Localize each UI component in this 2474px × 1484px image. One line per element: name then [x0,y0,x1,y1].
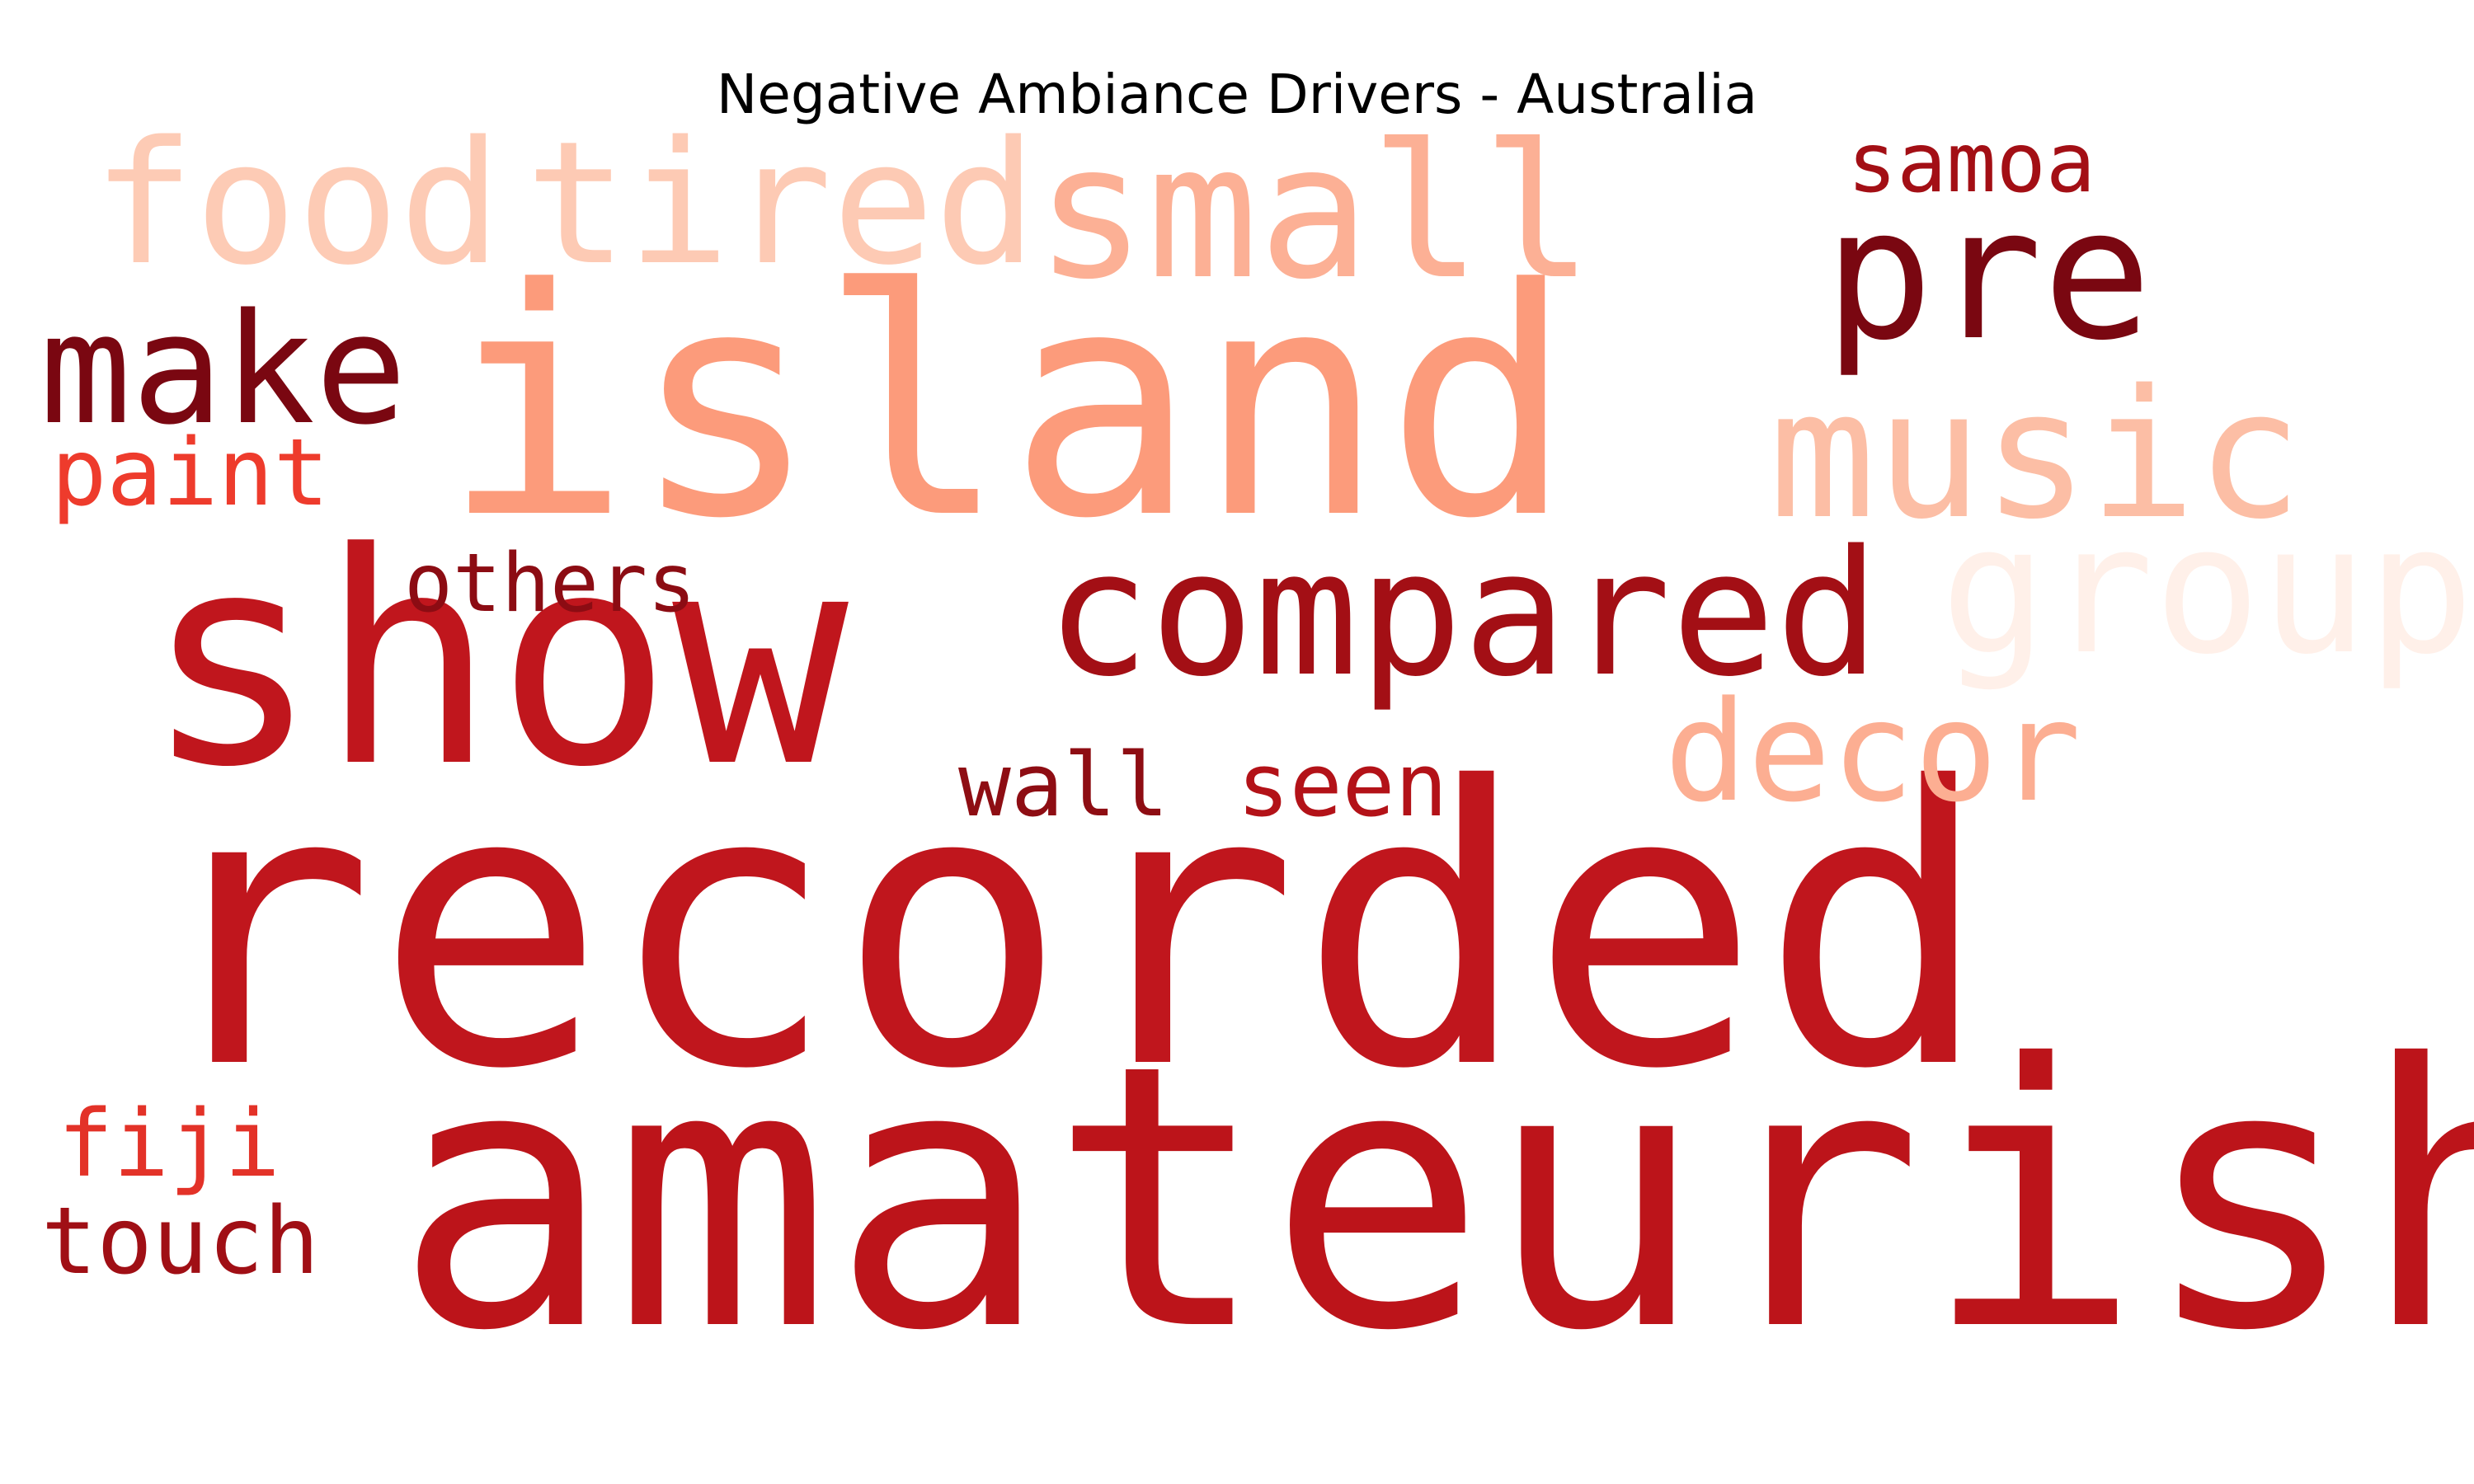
word-compared: compared [1046,513,1880,715]
word-island: island [442,222,1574,587]
word-make: make [40,280,407,458]
word-seen: seen [1237,735,1448,836]
word-food: food [92,105,502,303]
word-small: small [1035,105,1594,321]
word-tired: tired [525,105,1037,303]
word-wall: wall [958,735,1169,836]
word-music: music [1769,351,2303,558]
word-paint: paint [51,420,330,527]
chart-title: Negative Ambiance Drivers - Australia [716,63,1758,126]
word-decor: decor [1664,671,2081,833]
word-samoa: samoa [1847,115,2096,211]
word-amateurish: amateurish [394,988,2474,1410]
word-pre: pre [1824,169,2152,380]
word-recorded: recorded [144,706,1992,1153]
word-touch: touch [41,1188,320,1295]
word-fiji: fiji [58,1091,280,1198]
word-show: show [143,490,849,831]
word-others: others [404,537,697,631]
word-group: group [1940,486,2474,693]
